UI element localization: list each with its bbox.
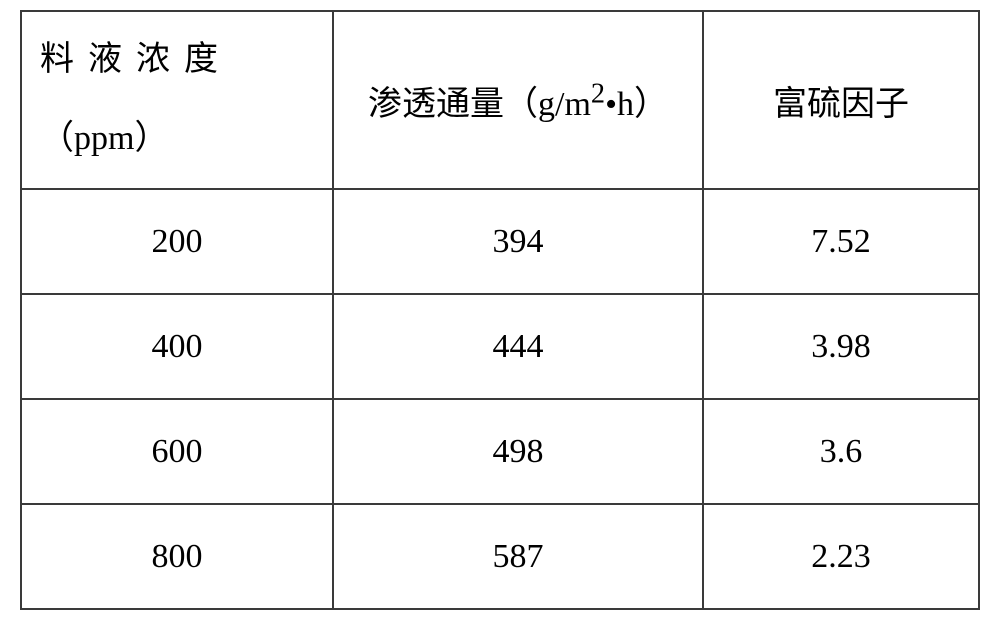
- table-row: 200 394 7.52: [21, 189, 979, 294]
- cell-concentration: 800: [21, 504, 333, 609]
- cell-flux: 587: [333, 504, 703, 609]
- table-row: 800 587 2.23: [21, 504, 979, 609]
- table-row: 600 498 3.6: [21, 399, 979, 504]
- cell-concentration: 600: [21, 399, 333, 504]
- cell-concentration: 200: [21, 189, 333, 294]
- header-row: 料液浓度 （ppm） 渗透通量（g/m2•h） 富硫因子: [21, 11, 979, 189]
- header-label: 料液浓度: [40, 41, 232, 78]
- header-label: 富硫因子: [773, 86, 909, 123]
- cell-factor: 3.98: [703, 294, 979, 399]
- col-header-concentration: 料液浓度 （ppm）: [21, 11, 333, 189]
- data-table: 料液浓度 （ppm） 渗透通量（g/m2•h） 富硫因子 200 394 7.5…: [20, 10, 980, 610]
- header-unit: （ppm）: [40, 102, 331, 177]
- cell-flux: 444: [333, 294, 703, 399]
- table-row: 400 444 3.98: [21, 294, 979, 399]
- cell-flux: 394: [333, 189, 703, 294]
- cell-concentration: 400: [21, 294, 333, 399]
- cell-factor: 7.52: [703, 189, 979, 294]
- col-header-factor: 富硫因子: [703, 11, 979, 189]
- col-header-flux: 渗透通量（g/m2•h）: [333, 11, 703, 189]
- cell-factor: 2.23: [703, 504, 979, 609]
- header-label: 渗透通量（g/m2•h）: [368, 86, 668, 123]
- table-body: 200 394 7.52 400 444 3.98 600 498 3.6 80…: [21, 189, 979, 609]
- cell-flux: 498: [333, 399, 703, 504]
- cell-factor: 3.6: [703, 399, 979, 504]
